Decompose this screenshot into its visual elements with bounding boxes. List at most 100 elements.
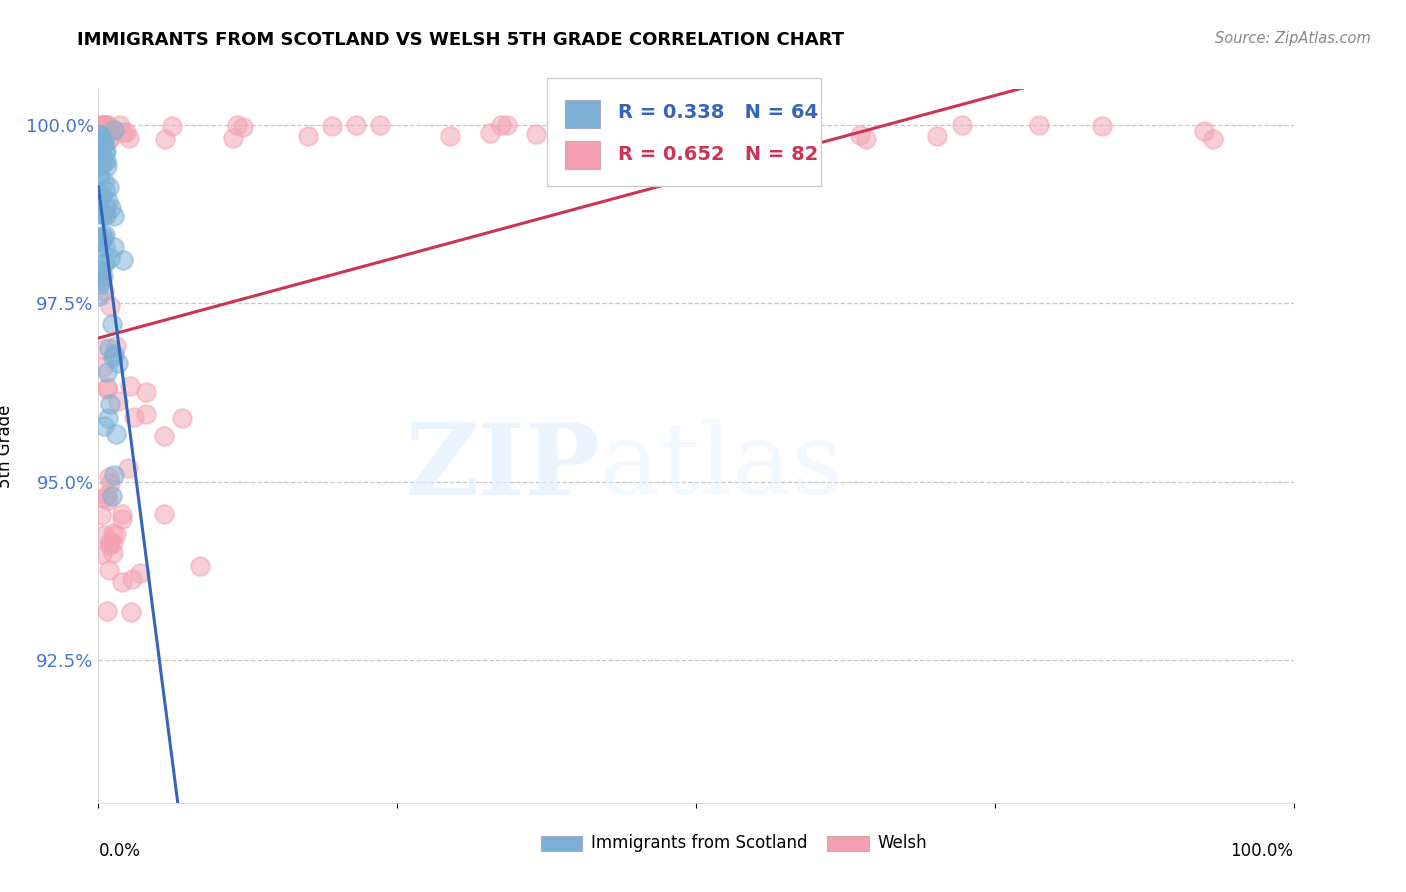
Point bbox=[90, 157, 112, 171]
Point bbox=[104, 339, 127, 353]
Point bbox=[1091, 119, 1114, 133]
Point bbox=[91, 256, 114, 270]
Point bbox=[94, 208, 117, 222]
Point bbox=[111, 252, 134, 267]
Point bbox=[103, 467, 125, 482]
Point bbox=[93, 418, 115, 433]
Point bbox=[91, 207, 114, 221]
Point bbox=[321, 119, 343, 133]
Point bbox=[91, 137, 114, 152]
Text: 0.0%: 0.0% bbox=[98, 842, 141, 860]
Point bbox=[93, 284, 115, 298]
Point bbox=[90, 118, 112, 132]
Point bbox=[103, 209, 125, 223]
Text: Welsh: Welsh bbox=[877, 835, 927, 853]
Text: atlas: atlas bbox=[600, 419, 844, 516]
Point bbox=[98, 131, 121, 145]
Point bbox=[222, 131, 245, 145]
Point bbox=[153, 507, 176, 521]
Point bbox=[87, 118, 110, 132]
Point bbox=[93, 118, 115, 132]
Point bbox=[848, 128, 870, 143]
Point bbox=[117, 461, 139, 475]
Point bbox=[93, 183, 115, 197]
Point bbox=[96, 382, 118, 396]
Point bbox=[232, 120, 254, 134]
Point bbox=[96, 488, 118, 502]
Point bbox=[97, 493, 120, 508]
Point bbox=[120, 605, 142, 619]
Point bbox=[89, 134, 111, 148]
Point bbox=[90, 231, 112, 245]
Point bbox=[98, 535, 121, 549]
Point bbox=[111, 511, 134, 525]
Point bbox=[89, 169, 111, 183]
Point bbox=[90, 206, 112, 220]
Point bbox=[96, 159, 118, 173]
Point bbox=[87, 194, 110, 209]
Point bbox=[93, 256, 115, 270]
Point bbox=[90, 234, 112, 248]
Point bbox=[101, 350, 124, 364]
Point bbox=[155, 132, 177, 146]
Point bbox=[89, 128, 111, 142]
Point bbox=[100, 489, 122, 503]
Point bbox=[98, 132, 121, 146]
Point bbox=[98, 397, 122, 411]
Point bbox=[90, 128, 112, 143]
Point bbox=[93, 491, 115, 505]
Point bbox=[90, 149, 112, 163]
Point bbox=[89, 159, 111, 173]
Point bbox=[129, 566, 152, 580]
Point bbox=[96, 145, 118, 159]
Point bbox=[97, 411, 120, 425]
Point bbox=[479, 126, 502, 140]
Point bbox=[87, 128, 110, 142]
Point bbox=[91, 269, 114, 284]
Point bbox=[96, 380, 118, 394]
Point bbox=[101, 546, 124, 560]
Point bbox=[162, 119, 184, 133]
Point bbox=[96, 118, 118, 132]
Point bbox=[114, 125, 136, 139]
Point bbox=[96, 118, 118, 132]
Point bbox=[93, 528, 115, 542]
Point bbox=[97, 121, 120, 136]
Point bbox=[89, 130, 111, 145]
Point bbox=[98, 299, 121, 313]
Text: R = 0.652   N = 82: R = 0.652 N = 82 bbox=[619, 145, 818, 164]
Text: 100.0%: 100.0% bbox=[1230, 842, 1294, 860]
Point bbox=[93, 229, 115, 244]
Point bbox=[524, 127, 547, 141]
Point bbox=[226, 118, 249, 132]
Point bbox=[135, 407, 157, 421]
Point bbox=[124, 409, 146, 424]
Point bbox=[98, 563, 121, 577]
Bar bbox=[565, 141, 600, 169]
Point bbox=[91, 187, 114, 202]
Point bbox=[89, 266, 111, 280]
Point bbox=[94, 227, 117, 242]
Point bbox=[103, 346, 125, 360]
FancyBboxPatch shape bbox=[547, 78, 821, 186]
Point bbox=[100, 317, 122, 331]
Point bbox=[135, 385, 157, 400]
Point bbox=[94, 121, 117, 136]
Point bbox=[89, 133, 111, 147]
Point bbox=[87, 127, 110, 141]
Point bbox=[98, 180, 121, 194]
Bar bbox=[827, 836, 869, 851]
Text: Immigrants from Scotland: Immigrants from Scotland bbox=[591, 835, 807, 853]
Text: IMMIGRANTS FROM SCOTLAND VS WELSH 5TH GRADE CORRELATION CHART: IMMIGRANTS FROM SCOTLAND VS WELSH 5TH GR… bbox=[77, 31, 845, 49]
Point bbox=[90, 508, 112, 523]
Point bbox=[103, 526, 125, 541]
Point bbox=[98, 341, 121, 355]
Point bbox=[89, 288, 111, 302]
Bar bbox=[541, 836, 582, 851]
Point bbox=[1192, 124, 1215, 138]
Text: ZIP: ZIP bbox=[405, 419, 600, 516]
Point bbox=[100, 202, 122, 216]
Point bbox=[105, 426, 128, 441]
Point bbox=[110, 118, 132, 132]
Text: Source: ZipAtlas.com: Source: ZipAtlas.com bbox=[1215, 31, 1371, 46]
